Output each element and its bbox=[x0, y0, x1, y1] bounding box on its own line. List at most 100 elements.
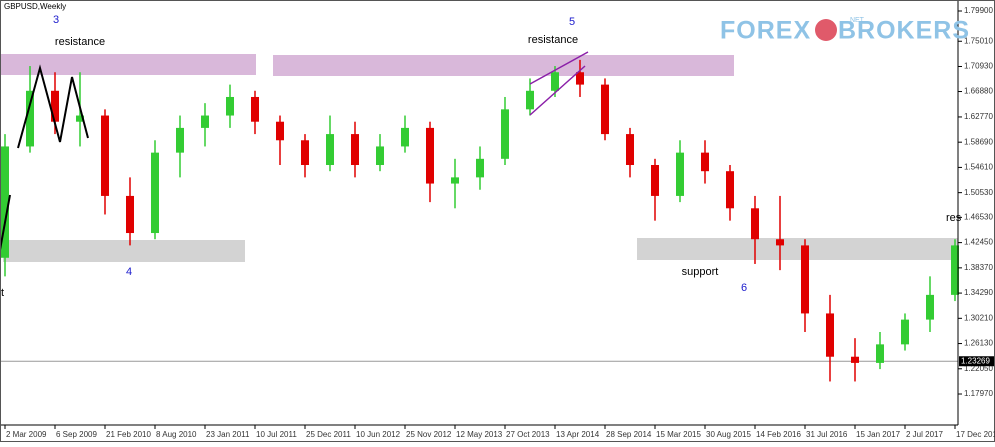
annotation: res bbox=[946, 212, 962, 224]
candle-body bbox=[301, 140, 309, 166]
logo-badge: .NET bbox=[848, 17, 865, 24]
y-tick-label: 1.30210 bbox=[964, 313, 993, 322]
annotation: support bbox=[682, 266, 719, 278]
candle-body bbox=[751, 208, 759, 240]
price-label-box bbox=[959, 356, 994, 367]
candle-body bbox=[826, 313, 834, 357]
x-tick-label: 13 Apr 2014 bbox=[556, 430, 600, 439]
x-tick-label: 21 Feb 2010 bbox=[106, 430, 151, 439]
annotation: resistance bbox=[528, 34, 578, 46]
candle-body bbox=[276, 121, 284, 141]
candle-body bbox=[451, 177, 459, 184]
candle-body bbox=[776, 239, 784, 246]
candle-body bbox=[901, 319, 909, 345]
candle-body bbox=[326, 134, 334, 166]
candle-body bbox=[176, 127, 184, 153]
x-tick-label: 10 Jun 2012 bbox=[356, 430, 401, 439]
annotation: resistance bbox=[55, 36, 105, 48]
annotation: 6 bbox=[741, 282, 747, 294]
x-tick-label: 27 Oct 2013 bbox=[506, 430, 550, 439]
x-tick-label: 28 Sep 2014 bbox=[606, 430, 652, 439]
annotation: 3 bbox=[53, 14, 59, 26]
y-tick-label: 1.58690 bbox=[964, 137, 993, 146]
y-tick-label: 1.75010 bbox=[964, 36, 993, 45]
logo-icon bbox=[815, 19, 837, 41]
channel-line bbox=[529, 65, 586, 116]
support-zone bbox=[637, 238, 958, 260]
candle-body bbox=[651, 165, 659, 196]
annotation: t bbox=[1, 287, 4, 299]
y-tick-label: 1.42450 bbox=[964, 238, 993, 247]
candle-body bbox=[376, 146, 384, 166]
candle-body bbox=[126, 195, 134, 234]
y-tick-label: 1.46530 bbox=[964, 212, 993, 221]
candle-body bbox=[676, 152, 684, 196]
support-zone bbox=[3, 240, 245, 262]
x-tick-label: 14 Feb 2016 bbox=[756, 430, 801, 439]
candle-body bbox=[601, 84, 609, 135]
candle-body bbox=[1, 146, 9, 258]
x-tick-label: 2 Mar 2009 bbox=[6, 430, 47, 439]
pattern-line bbox=[17, 64, 89, 149]
chart-title: GBPUSD,Weekly bbox=[4, 2, 66, 11]
x-tick-label: 25 Nov 2012 bbox=[406, 430, 452, 439]
candle-body bbox=[551, 72, 559, 91]
y-tick-label: 1.38370 bbox=[964, 263, 993, 272]
y-tick-label: 1.66880 bbox=[964, 87, 993, 96]
x-tick-label: 17 Dec 2017 bbox=[956, 430, 995, 439]
candle-body bbox=[26, 90, 34, 147]
candle-body bbox=[51, 90, 59, 122]
candle-body bbox=[926, 294, 934, 320]
x-tick-label: 8 Aug 2010 bbox=[156, 430, 197, 439]
y-tick-label: 1.26130 bbox=[964, 339, 993, 348]
candle-body bbox=[951, 245, 959, 295]
y-tick-label: 1.70930 bbox=[964, 62, 993, 71]
candle-body bbox=[576, 72, 584, 85]
candle-body bbox=[501, 109, 509, 159]
candle-body bbox=[351, 134, 359, 166]
logo-text: FOREX bbox=[720, 17, 811, 45]
candle-body bbox=[251, 96, 259, 122]
x-tick-label: 10 Jul 2011 bbox=[256, 430, 297, 439]
y-tick-label: 1.22050 bbox=[964, 364, 993, 373]
y-tick-label: 1.34290 bbox=[964, 288, 993, 297]
candle-body bbox=[726, 171, 734, 209]
x-tick-label: 15 Jan 2017 bbox=[856, 430, 901, 439]
logo-text: BROKERS bbox=[838, 17, 970, 45]
candle-body bbox=[76, 115, 84, 122]
y-tick-label: 1.79900 bbox=[964, 6, 993, 15]
candle-body bbox=[201, 115, 209, 128]
x-tick-label: 25 Dec 2011 bbox=[306, 430, 351, 439]
y-tick-label: 1.54610 bbox=[964, 163, 993, 172]
plot-area bbox=[0, 59, 959, 382]
candle-body bbox=[626, 134, 634, 166]
candle-body bbox=[426, 127, 434, 184]
candle-body bbox=[876, 344, 884, 363]
candle-body bbox=[101, 115, 109, 196]
x-tick-label: 15 Mar 2015 bbox=[656, 430, 701, 439]
annotation: 5 bbox=[569, 16, 575, 28]
candle-body bbox=[226, 96, 234, 116]
candle-body bbox=[851, 356, 859, 363]
resistance-zone bbox=[273, 55, 734, 76]
x-tick-label: 31 Jul 2016 bbox=[806, 430, 848, 439]
y-tick-label: 1.50530 bbox=[964, 188, 993, 197]
annotation: 4 bbox=[126, 266, 132, 278]
y-tick-label: 1.62770 bbox=[964, 112, 993, 121]
candle-body bbox=[151, 152, 159, 234]
pattern-line bbox=[0, 194, 11, 251]
price-label: 1.23269 bbox=[961, 356, 990, 365]
x-tick-label: 6 Sep 2009 bbox=[56, 430, 97, 439]
x-tick-label: 12 May 2013 bbox=[456, 430, 503, 439]
candle-body bbox=[801, 245, 809, 314]
channel-line bbox=[529, 51, 589, 85]
candle-body bbox=[701, 152, 709, 172]
candle-body bbox=[401, 127, 409, 147]
x-tick-label: 30 Aug 2015 bbox=[706, 430, 751, 439]
resistance-zone bbox=[1, 54, 256, 75]
candle-body bbox=[526, 90, 534, 110]
x-tick-label: 2 Jul 2017 bbox=[906, 430, 943, 439]
y-tick-label: 1.17970 bbox=[964, 389, 993, 398]
candle-body bbox=[476, 158, 484, 178]
